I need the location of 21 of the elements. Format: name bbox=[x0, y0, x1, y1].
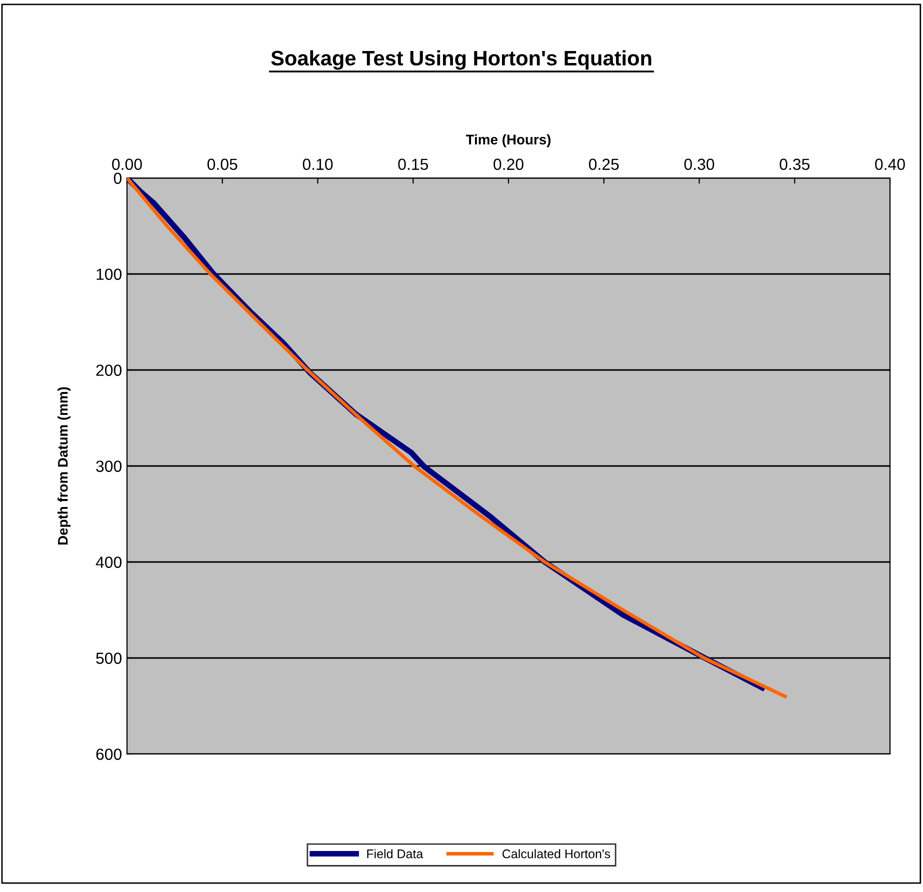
y-tick-label: 200 bbox=[96, 364, 122, 376]
x-tick-label: 0.30 bbox=[684, 158, 714, 170]
x-tick-label: 0.40 bbox=[875, 158, 905, 170]
x-tick-label: 0.00 bbox=[112, 158, 142, 170]
y-tick-label: 300 bbox=[96, 460, 122, 472]
chart-title: Soakage Test Using Horton's Equation bbox=[271, 50, 652, 70]
x-tick-label: 0.35 bbox=[780, 158, 810, 170]
y-tick-label: 0 bbox=[114, 172, 122, 184]
legend-label: Field Data bbox=[367, 849, 424, 858]
x-tick-label: 0.05 bbox=[207, 158, 238, 170]
y-axis-title: Depth from Datum (mm) bbox=[58, 387, 70, 545]
y-tick-label: 100 bbox=[96, 268, 122, 280]
x-axis-title: Time (Hours) bbox=[466, 134, 551, 148]
legend-label: Calculated Horton's bbox=[502, 849, 610, 858]
x-tick-label: 0.25 bbox=[588, 158, 619, 170]
y-tick-label: 600 bbox=[96, 748, 122, 760]
x-tick-label: 0.15 bbox=[398, 158, 428, 170]
x-tick-label: 0.20 bbox=[494, 158, 524, 170]
y-tick-label: 500 bbox=[96, 652, 122, 664]
x-tick-label: 0.10 bbox=[302, 158, 333, 170]
y-tick-label: 400 bbox=[96, 556, 122, 568]
